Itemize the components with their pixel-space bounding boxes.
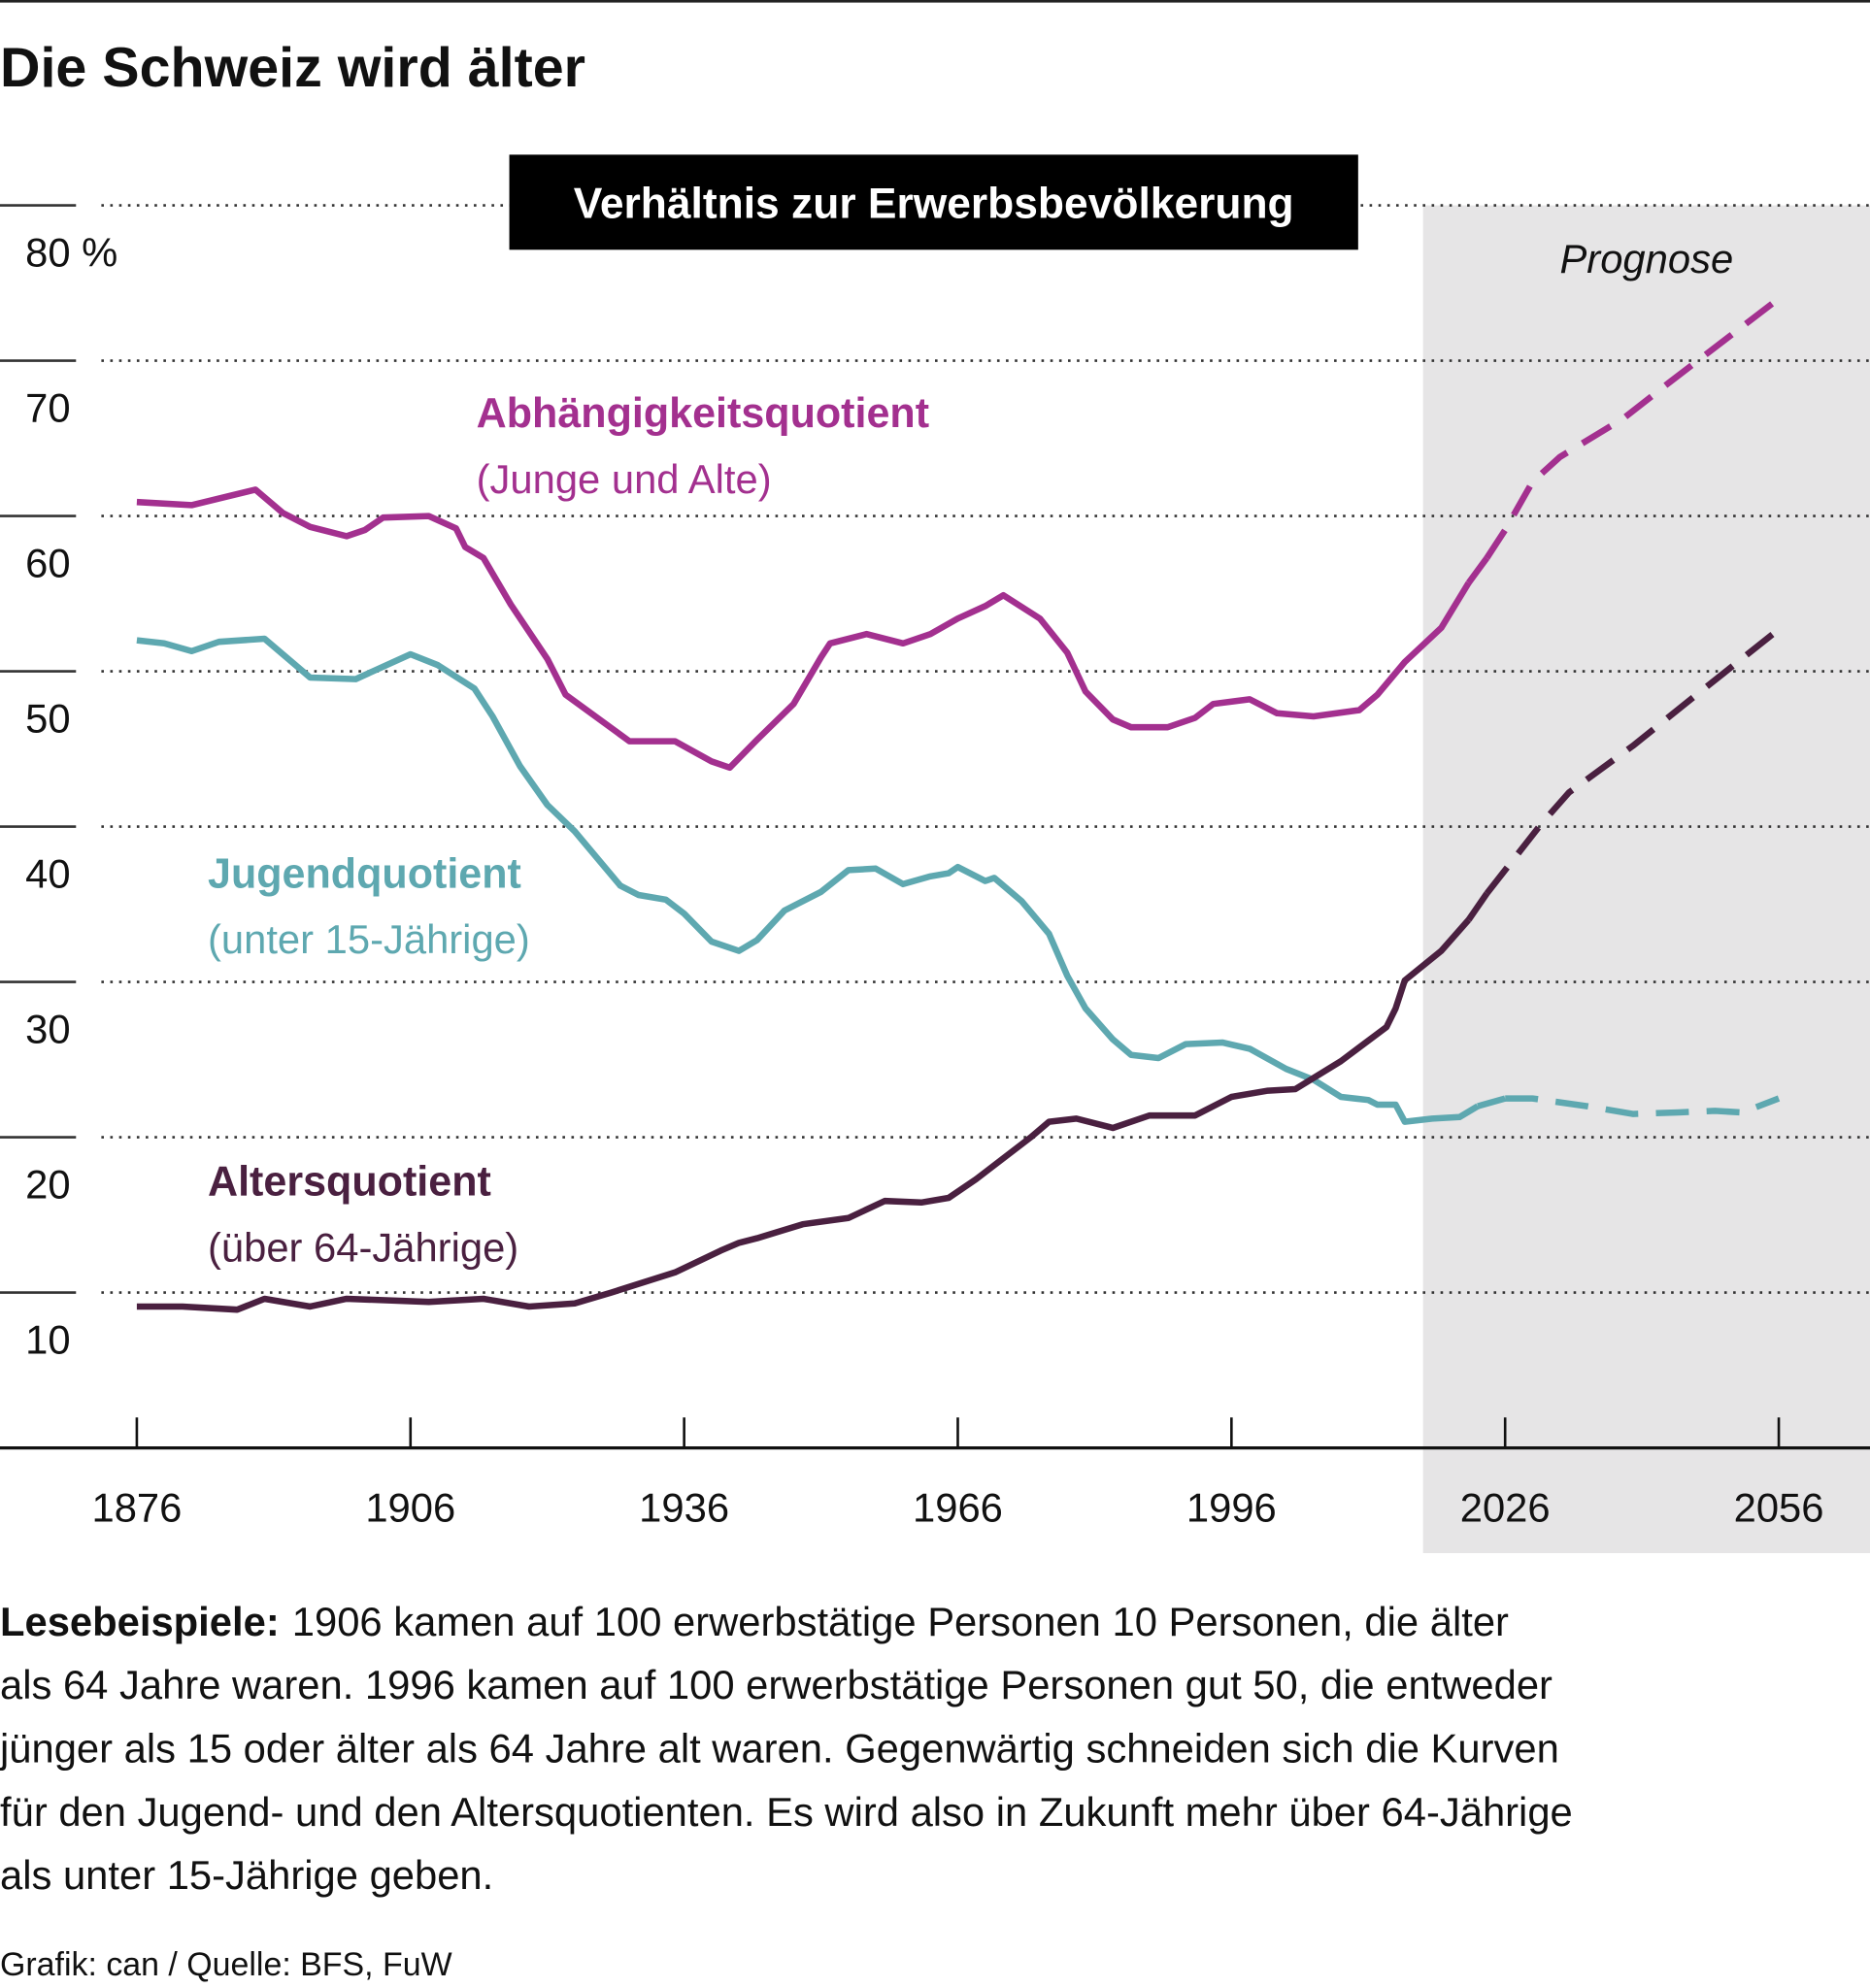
line-dashed: [1505, 1095, 1781, 1117]
plot: Prognose 10 20 30 40 50 60 70 80 % Verhältnis zur…: [0, 154, 1870, 1554]
y-tick-label: 40: [25, 850, 70, 896]
line-solid: [136, 635, 1480, 1125]
source: Grafik: can / Quelle: BFS, FuW: [0, 1946, 452, 1983]
line-solid: [136, 486, 1472, 772]
line-connector: [1465, 891, 1490, 922]
x-tick-label: 2056: [1734, 1484, 1824, 1530]
forecast-region: [1422, 205, 1870, 1554]
y-tick-label: 60: [25, 540, 70, 585]
y-tick-label: 70: [25, 384, 70, 430]
series-label: Jugendquotient: [208, 850, 521, 897]
x-tick-label: 2026: [1460, 1484, 1551, 1530]
line-solid: [136, 917, 1472, 1313]
chart-title: Die Schweiz wird älter: [0, 37, 585, 99]
y-tick-label: 80 %: [25, 229, 117, 275]
series-sublabel: (Junge und Alte): [477, 456, 772, 502]
line-connector: [1477, 1095, 1507, 1110]
x-tick-label: 1996: [1186, 1484, 1277, 1530]
y-tick-label: 50: [25, 695, 70, 741]
note-line: für den Jugend- und den Altersquotienten…: [0, 1789, 1573, 1835]
note-line: jünger als 15 oder älter als 64 Jahre al…: [0, 1725, 1559, 1771]
y-tick-label: 30: [25, 1006, 70, 1051]
note-line: 1906 kamen auf 100 erwerbstätige Persone…: [292, 1599, 1509, 1644]
series-sublabel: (über 64-Jährige): [208, 1225, 518, 1271]
note-line: als unter 15-Jährige geben.: [0, 1852, 493, 1898]
subtitle: Verhältnis zur Erwerbsbevölkerung: [574, 181, 1294, 228]
line-dashed: [1484, 626, 1782, 896]
forecast-label: Prognose: [1559, 236, 1733, 282]
x-tick-label: 1936: [639, 1484, 729, 1530]
series-label: Abhängigkeitsquotient: [477, 390, 929, 437]
y-tick-label: 20: [25, 1161, 70, 1207]
x-tick-label: 1966: [913, 1484, 1003, 1530]
note-line: als 64 Jahre waren. 1996 kamen auf 100 e…: [0, 1662, 1553, 1707]
series-sublabel: (unter 15-Jährige): [208, 916, 530, 962]
series-label: Altersquotient: [208, 1159, 491, 1206]
subtitle-box: [509, 154, 1358, 250]
note-lead: Lesebeispiele:: [0, 1599, 280, 1644]
x-tick-label: 1906: [365, 1484, 455, 1530]
x-tick-label: 1876: [91, 1484, 182, 1530]
y-tick-label: 10: [25, 1316, 70, 1362]
line-dashed: [1484, 295, 1782, 560]
line-connector: [1465, 555, 1490, 585]
note: Lesebeispiele: 1906 kamen auf 100 erwerbs…: [0, 1599, 1573, 1898]
